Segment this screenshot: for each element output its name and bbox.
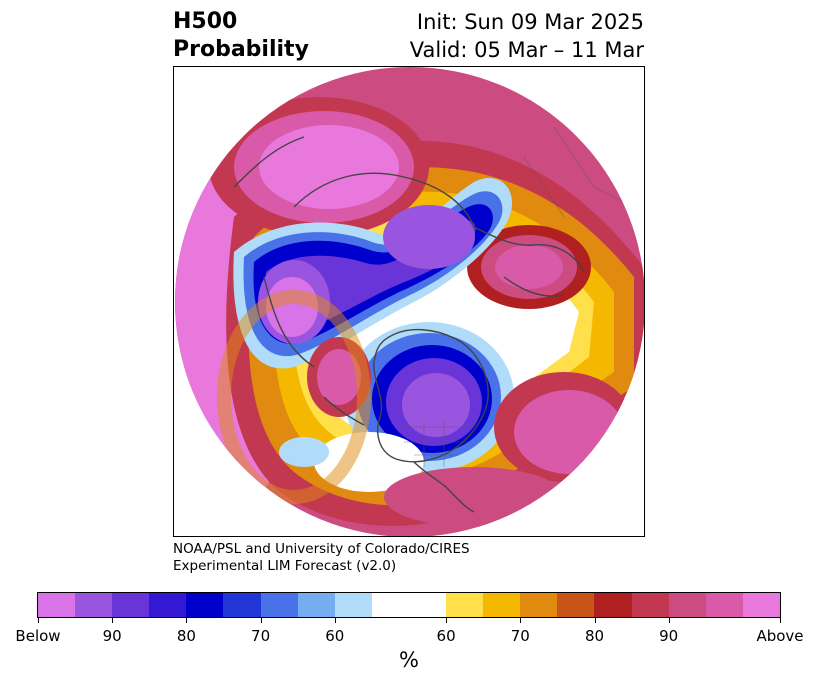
colorbar-tick-label: 90 xyxy=(659,627,679,645)
colorbar-unit-label: % xyxy=(399,648,419,672)
coastlines xyxy=(233,136,585,513)
high-europe-core xyxy=(495,245,563,289)
colorbar-tickmark xyxy=(260,618,262,623)
colorbar-tickmark xyxy=(186,618,188,623)
colorbar-segment xyxy=(260,593,298,617)
credit-line-2: Experimental LIM Forecast (v2.0) xyxy=(173,558,397,574)
probability-colorbar xyxy=(37,592,781,618)
colorbar-segment xyxy=(371,593,447,617)
colorbar-segment xyxy=(742,593,780,617)
title-quantity: Probability xyxy=(173,37,309,62)
init-date: Init: Sun 09 Mar 2025 xyxy=(416,10,644,34)
field-south-edge xyxy=(384,467,564,527)
colorbar-tick-label: Below xyxy=(15,627,61,645)
title-variable: H500 xyxy=(173,9,238,34)
colorbar-segment xyxy=(186,593,224,617)
colorbar-tickmark xyxy=(668,618,670,623)
colorbar-segment xyxy=(112,593,150,617)
colorbar-tick-label: 60 xyxy=(436,627,456,645)
colorbar-tick-label: 80 xyxy=(584,627,605,645)
high-pacific-core xyxy=(317,349,361,405)
colorbar-segment xyxy=(297,593,335,617)
colorbar-segment xyxy=(334,593,372,617)
field-pacific-ring xyxy=(217,290,371,504)
colorbar-segment xyxy=(446,593,484,617)
forecast-dates: Init: Sun 09 Mar 2025 Valid: 05 Mar – 11… xyxy=(410,8,644,64)
colorbar-segment xyxy=(38,593,76,617)
colorbar-tick-label: Above xyxy=(756,627,804,645)
colorbar-segment xyxy=(483,593,521,617)
trough-na-core xyxy=(402,373,470,437)
colorbar-tick-label: 80 xyxy=(176,627,196,645)
high-asia-core xyxy=(259,125,399,209)
borders xyxy=(399,126,635,467)
polar-map xyxy=(175,67,644,536)
colorbar-segment xyxy=(705,593,743,617)
colorbar-tick-label: 70 xyxy=(510,627,530,645)
colorbar-tickmark xyxy=(594,618,596,623)
colorbar-tickmark xyxy=(520,618,522,623)
trough-arctic-core xyxy=(383,205,475,269)
colorbar-tickmark xyxy=(38,618,39,623)
colorbar-segment xyxy=(520,593,558,617)
colorbar-tickmark xyxy=(780,618,781,623)
colorbar-segment xyxy=(594,593,632,617)
credit-text: NOAA/PSL and University of Colorado/CIRE… xyxy=(173,541,470,575)
credit-line-1: NOAA/PSL and University of Colorado/CIRE… xyxy=(173,541,470,557)
colorbar-tickmark xyxy=(446,618,448,623)
colorbar-segment xyxy=(149,593,187,617)
colorbar-segment xyxy=(223,593,261,617)
colorbar-tick-label: 90 xyxy=(102,627,122,645)
colorbar-segment xyxy=(668,593,706,617)
colorbar-segment xyxy=(631,593,669,617)
colorbar-segment xyxy=(75,593,113,617)
colorbar-tickmark xyxy=(112,618,114,623)
map-panel xyxy=(173,66,645,537)
valid-range: Valid: 05 Mar – 11 Mar xyxy=(409,38,644,62)
colorbar-tickmark xyxy=(334,618,336,623)
map-title: H500 Probability xyxy=(173,8,309,64)
colorbar-tick-label: 60 xyxy=(325,627,345,645)
colorbar-segment xyxy=(557,593,595,617)
light-blue-pacific xyxy=(279,437,329,467)
colorbar-tick-label: 70 xyxy=(251,627,271,645)
high-atlantic-core xyxy=(514,390,624,474)
